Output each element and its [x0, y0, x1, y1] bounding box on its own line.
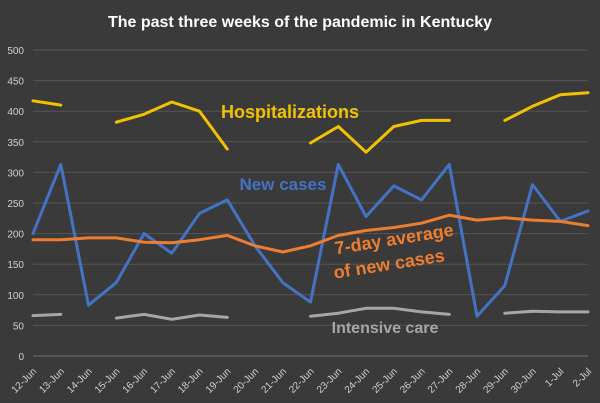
x-tick-label: 13-Jun [37, 366, 66, 395]
series-line-intensive-care [31, 306, 590, 321]
x-tick-label: 21-Jun [259, 366, 288, 395]
y-axis: 0 50 100 150 200 250 300 350 400 450 500 [7, 46, 24, 363]
y-tick-label: 150 [7, 260, 24, 271]
series-hospitalizations [31, 91, 590, 154]
y-tick-label: 50 [13, 321, 25, 332]
x-tick-label: 2-Jul [571, 366, 594, 389]
y-tick-label: 400 [7, 107, 24, 118]
x-tick-label: 28-Jun [454, 366, 483, 395]
series-intensive-care [31, 306, 590, 321]
annotation-new-cases: New cases [240, 175, 327, 194]
x-tick-label: 18-Jun [176, 366, 205, 395]
x-tick-label: 1-Jul [543, 366, 566, 389]
y-tick-label: 200 [7, 230, 24, 241]
y-tick-label: 100 [7, 291, 24, 302]
x-tick-label: 30-Jun [509, 366, 538, 395]
x-tick-label: 17-Jun [148, 366, 177, 395]
series-lines [31, 91, 590, 321]
x-tick-label: 12-Jun [10, 366, 39, 395]
series-line-hospitalizations [31, 91, 590, 154]
x-axis: 12-Jun13-Jun14-Jun15-Jun16-Jun17-Jun18-J… [10, 366, 594, 395]
annotation-hospitalizations: Hospitalizations [221, 102, 359, 122]
x-tick-label: 16-Jun [121, 366, 150, 395]
series-line-7-day-average-of-new-cases [31, 213, 590, 254]
series-line-new-cases [31, 162, 590, 318]
series-7-day-average-of-new-cases [31, 213, 590, 254]
annotations: Hospitalizations New cases 7-day average… [221, 102, 455, 337]
y-tick-label: 350 [7, 138, 24, 149]
y-tick-label: 250 [7, 199, 24, 210]
x-tick-label: 23-Jun [315, 366, 344, 395]
x-tick-label: 24-Jun [343, 366, 372, 395]
gridlines [33, 49, 588, 357]
chart-title: The past three weeks of the pandemic in … [108, 14, 492, 31]
y-tick-label: 300 [7, 168, 24, 179]
x-tick-label: 25-Jun [370, 366, 399, 395]
y-tick-label: 0 [18, 352, 24, 363]
x-tick-label: 15-Jun [93, 366, 122, 395]
y-tick-label: 450 [7, 77, 24, 88]
x-tick-label: 29-Jun [481, 366, 510, 395]
x-tick-label: 27-Jun [426, 366, 455, 395]
x-tick-label: 14-Jun [65, 366, 94, 395]
y-tick-label: 500 [7, 46, 24, 57]
x-tick-label: 19-Jun [204, 366, 233, 395]
x-tick-label: 22-Jun [287, 366, 316, 395]
x-tick-label: 26-Jun [398, 366, 427, 395]
annotation-intensive-care: Intensive care [332, 320, 439, 337]
x-tick-label: 20-Jun [232, 366, 261, 395]
